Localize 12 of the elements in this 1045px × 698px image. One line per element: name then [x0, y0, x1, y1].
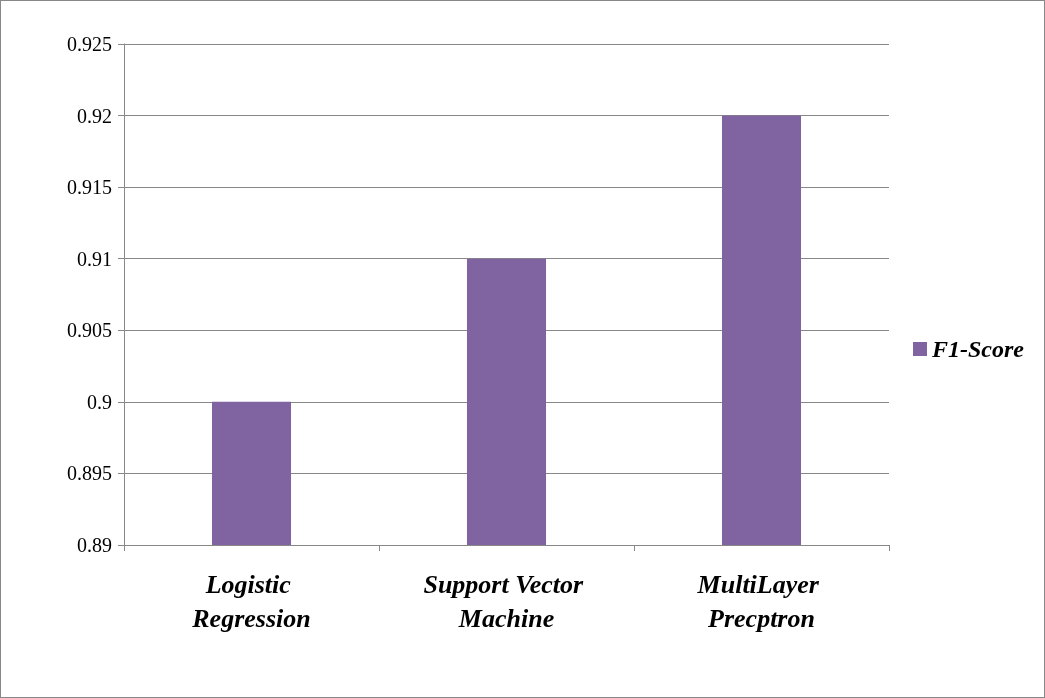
- y-tick-label: 0.91: [77, 247, 112, 270]
- y-tick-label: 0.895: [67, 462, 112, 485]
- x-tick-label: Logistic Regression: [191, 569, 311, 633]
- y-tick-label: 0.89: [77, 534, 112, 556]
- y-tick-label: 0.9: [87, 390, 112, 413]
- y-tick-label: 0.905: [67, 319, 112, 342]
- y-tick-label: 0.925: [67, 33, 112, 55]
- y-tick-label: 0.915: [67, 176, 112, 199]
- x-tick-label: Support Vector Machine: [423, 569, 590, 633]
- x-tick-label: MultiLayer Precptron: [696, 569, 826, 633]
- y-tick-label: 0.92: [77, 104, 112, 127]
- legend-label: F1-Score: [931, 336, 1025, 362]
